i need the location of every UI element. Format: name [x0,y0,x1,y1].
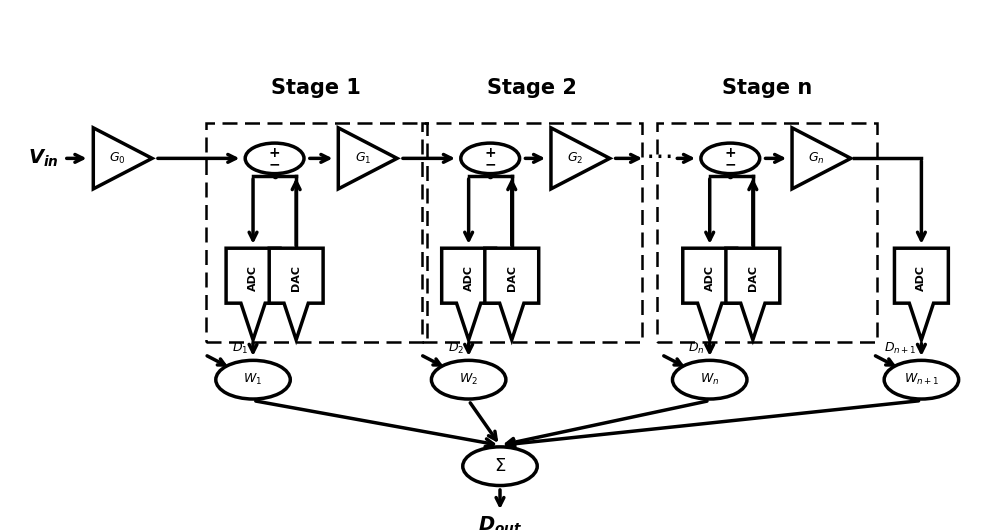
Text: $W_n$: $W_n$ [700,372,719,387]
Circle shape [884,360,959,399]
Polygon shape [683,248,737,340]
Text: $\cdots$: $\cdots$ [477,361,504,390]
Text: $W_2$: $W_2$ [459,372,478,387]
Text: $\bfit{V}_{\rm \bfit{in}}$: $\bfit{V}_{\rm \bfit{in}}$ [28,148,59,169]
Text: $W_1$: $W_1$ [243,372,263,387]
Text: ADC: ADC [705,265,715,291]
Polygon shape [442,248,496,340]
Polygon shape [485,248,539,340]
Text: $\cdots$: $\cdots$ [645,142,672,170]
Polygon shape [226,248,280,340]
Circle shape [461,143,520,174]
Circle shape [216,360,290,399]
Text: +: + [269,146,280,160]
Polygon shape [93,128,152,189]
Polygon shape [551,128,610,189]
Circle shape [463,447,537,485]
Text: $D_2$: $D_2$ [448,341,464,357]
Text: Stage n: Stage n [722,78,812,98]
Text: $W_{n+1}$: $W_{n+1}$ [904,372,939,387]
Text: $G_1$: $G_1$ [355,151,371,166]
Text: Stage 1: Stage 1 [271,78,361,98]
Text: $D_{n+1}$: $D_{n+1}$ [884,341,916,357]
Text: Stage 2: Stage 2 [487,78,577,98]
Text: $\bfit{D}_{\rm \bfit{out}}$: $\bfit{D}_{\rm \bfit{out}}$ [478,515,522,530]
Text: ADC: ADC [916,265,926,291]
Text: −: − [269,157,280,171]
Text: ADC: ADC [464,265,474,291]
Text: −: − [724,157,736,171]
Circle shape [245,143,304,174]
Text: $\Sigma$: $\Sigma$ [494,457,506,475]
Text: DAC: DAC [507,265,517,291]
Text: +: + [724,146,736,160]
Text: $D_1$: $D_1$ [232,341,248,357]
Polygon shape [726,248,780,340]
Text: $G_n$: $G_n$ [808,151,825,166]
Circle shape [701,143,760,174]
Polygon shape [792,128,851,189]
Polygon shape [894,248,948,340]
Polygon shape [338,128,397,189]
Text: +: + [484,146,496,160]
Polygon shape [269,248,323,340]
Circle shape [672,360,747,399]
Text: DAC: DAC [748,265,758,291]
Text: $G_2$: $G_2$ [567,151,584,166]
Text: DAC: DAC [291,265,301,291]
Circle shape [431,360,506,399]
Text: ADC: ADC [248,265,258,291]
Text: −: − [484,157,496,171]
Text: $G_0$: $G_0$ [109,151,126,166]
Text: $D_n$: $D_n$ [688,341,705,357]
